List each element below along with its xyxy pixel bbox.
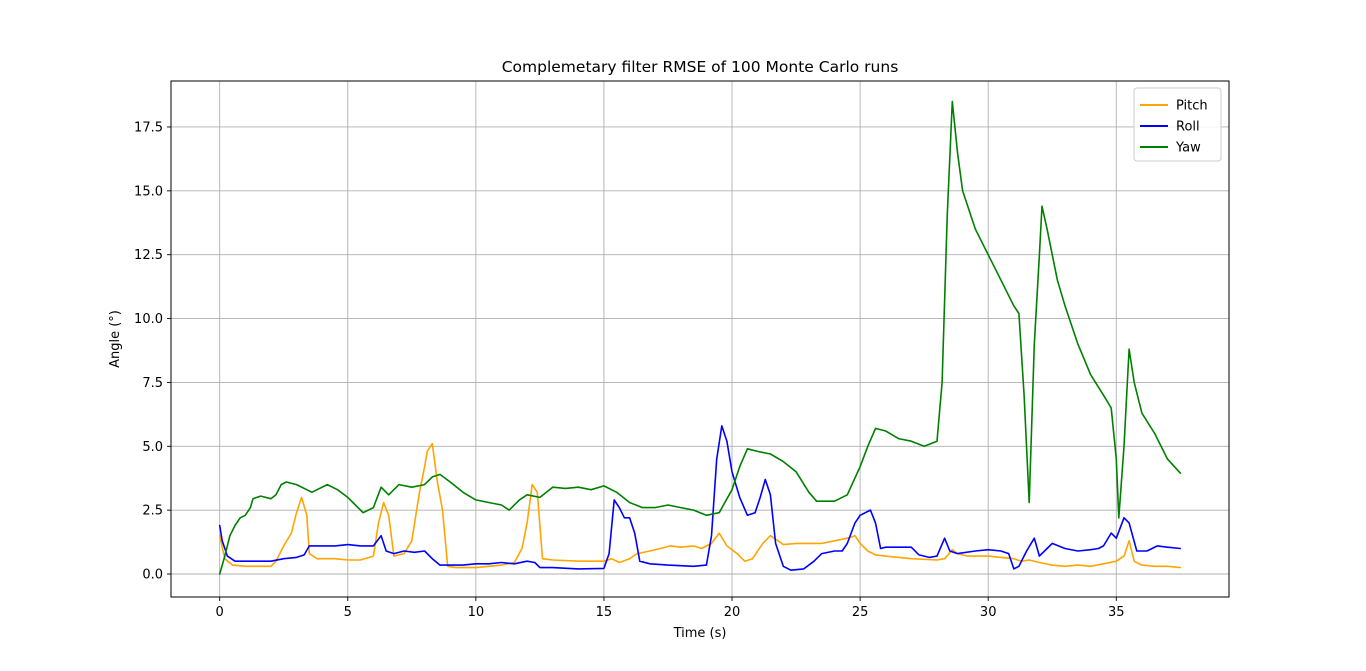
legend: Pitch Roll Yaw — [1133, 87, 1222, 162]
x-tick-label: 5 — [344, 605, 352, 620]
plot-frame — [170, 80, 1230, 598]
series-line-roll — [218, 425, 1182, 571]
y-tick-label: 5.0 — [142, 440, 163, 455]
y-tick-label: 12.5 — [134, 248, 163, 263]
series-layer — [218, 100, 1182, 575]
x-axis-title: Time (s) — [673, 626, 727, 641]
legend-label-yaw: Yaw — [1175, 141, 1201, 156]
chart-title: Complemetary filter RMSE of 100 Monte Ca… — [502, 58, 899, 76]
x-tick-label: 15 — [596, 605, 613, 620]
legend-box — [1133, 87, 1222, 162]
legend-label-roll: Roll — [1176, 120, 1200, 135]
grid — [171, 81, 1229, 597]
y-tick-label: 10.0 — [134, 312, 163, 327]
y-tick-label: 0.0 — [142, 568, 163, 583]
x-tick-label: 30 — [980, 605, 997, 620]
x-tick-label: 35 — [1108, 605, 1125, 620]
ticks: 0 5 10 15 20 25 30 35 0.0 2.5 5.0 7.5 10.0 12.5 15.0 17… — [134, 120, 1125, 620]
y-axis-title: Angle (°) — [108, 310, 123, 368]
x-tick-label: 0 — [216, 605, 224, 620]
x-tick-label: 20 — [724, 605, 741, 620]
x-tick-label: 25 — [852, 605, 869, 620]
series-line-yaw — [218, 100, 1182, 575]
y-tick-label: 2.5 — [142, 504, 163, 519]
legend-label-pitch: Pitch — [1176, 99, 1208, 114]
y-tick-label: 17.5 — [134, 120, 163, 135]
x-tick-label: 10 — [468, 605, 485, 620]
y-tick-label: 15.0 — [134, 184, 163, 199]
y-tick-label: 7.5 — [142, 376, 163, 391]
